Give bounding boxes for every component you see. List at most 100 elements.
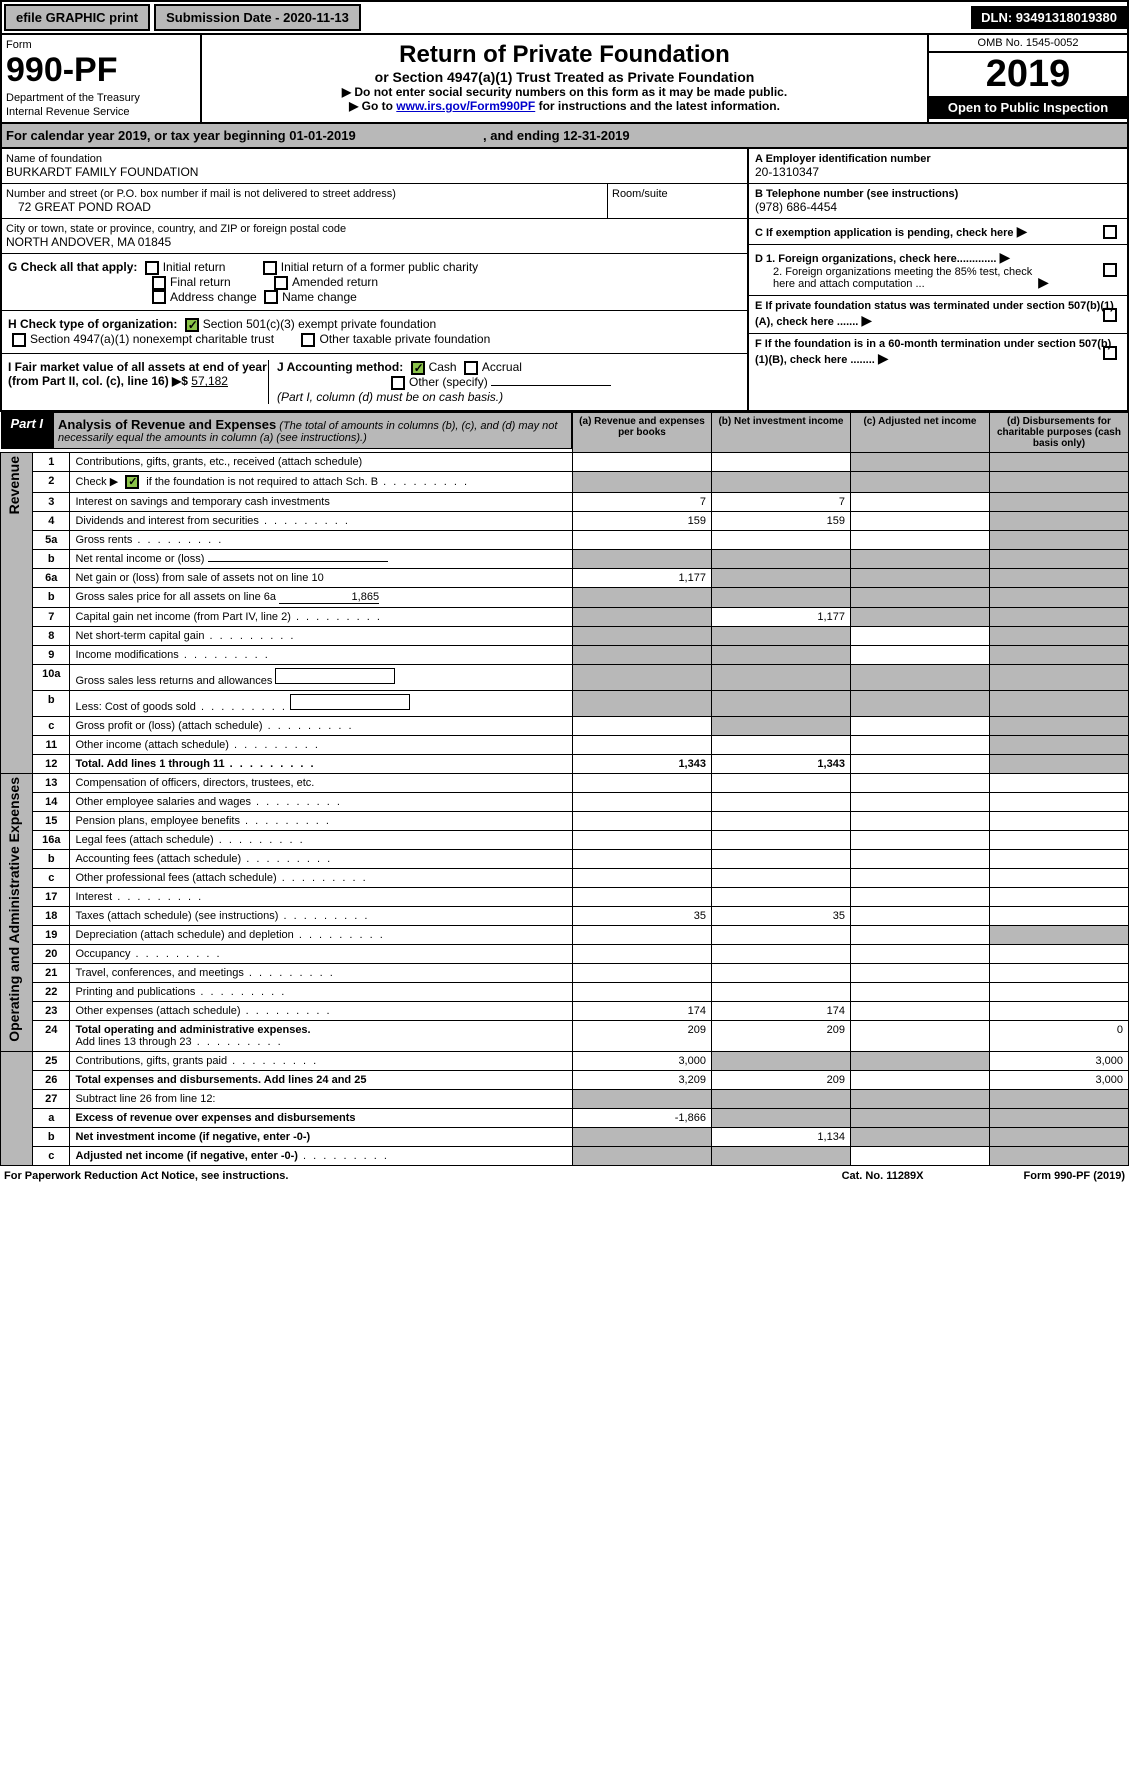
initial-return-checkbox[interactable] <box>145 261 159 275</box>
amended-return-checkbox[interactable] <box>274 276 288 290</box>
a-ein-label: A Employer identification number <box>755 153 931 165</box>
table-row: bNet investment income (if negative, ent… <box>1 1127 1129 1146</box>
name-change-checkbox[interactable] <box>264 290 278 304</box>
form-number: 990-PF <box>6 51 196 90</box>
page-footer: For Paperwork Reduction Act Notice, see … <box>0 1166 1129 1186</box>
dept-treasury: Department of the Treasury <box>6 92 196 104</box>
initial-former-checkbox[interactable] <box>263 261 277 275</box>
table-row: 3Interest on savings and temporary cash … <box>1 492 1129 511</box>
table-row: 24Total operating and administrative exp… <box>1 1020 1129 1051</box>
paperwork-notice: For Paperwork Reduction Act Notice, see … <box>4 1170 288 1182</box>
table-row: 21Travel, conferences, and meetings <box>1 963 1129 982</box>
efile-print-button[interactable]: efile GRAPHIC print <box>4 4 150 31</box>
address-value: 72 GREAT POND ROAD <box>6 200 603 214</box>
e-label: E If private foundation status was termi… <box>755 300 1114 328</box>
table-row: 11Other income (attach schedule) <box>1 735 1129 754</box>
cash-checkbox[interactable] <box>411 361 425 375</box>
f-label: F If the foundation is in a 60-month ter… <box>755 338 1111 366</box>
table-row: 4Dividends and interest from securities1… <box>1 511 1129 530</box>
table-row: 12Total. Add lines 1 through 111,3431,34… <box>1 754 1129 773</box>
info-grid: Name of foundation BURKARDT FAMILY FOUND… <box>0 149 1129 412</box>
table-row: 8Net short-term capital gain <box>1 626 1129 645</box>
table-row: 22Printing and publications <box>1 982 1129 1001</box>
final-return-checkbox[interactable] <box>152 276 166 290</box>
col-a-header: (a) Revenue and expenses per books <box>572 412 711 452</box>
city-label: City or town, state or province, country… <box>6 223 743 235</box>
address-change-checkbox[interactable] <box>152 290 166 304</box>
h-check-row: H Check type of organization: Section 50… <box>2 311 747 354</box>
table-row: 5aGross rents <box>1 530 1129 549</box>
table-row: cGross profit or (loss) (attach schedule… <box>1 716 1129 735</box>
omb-number: OMB No. 1545-0052 <box>929 35 1127 53</box>
city-value: NORTH ANDOVER, MA 01845 <box>6 235 743 249</box>
d2-label: 2. Foreign organizations meeting the 85%… <box>755 266 1035 290</box>
other-taxable-checkbox[interactable] <box>301 333 315 347</box>
other-method-checkbox[interactable] <box>391 376 405 390</box>
table-row: 18Taxes (attach schedule) (see instructi… <box>1 906 1129 925</box>
foundation-name: BURKARDT FAMILY FOUNDATION <box>6 165 743 179</box>
col-b-header: (b) Net investment income <box>711 412 850 452</box>
table-row: 26Total expenses and disbursements. Add … <box>1 1070 1129 1089</box>
calendar-year-row: For calendar year 2019, or tax year begi… <box>0 124 1129 149</box>
room-label: Room/suite <box>612 188 743 200</box>
table-row: 10aGross sales less returns and allowanc… <box>1 664 1129 690</box>
col-d-header: (d) Disbursements for charitable purpose… <box>989 412 1128 452</box>
g-check-row: G Check all that apply: Initial return I… <box>2 254 747 311</box>
irs-link[interactable]: www.irs.gov/Form990PF <box>396 99 535 113</box>
table-row: Revenue 1Contributions, gifts, grants, e… <box>1 452 1129 471</box>
c-checkbox[interactable] <box>1103 225 1117 239</box>
table-row: 2Check ▶ if the foundation is not requir… <box>1 471 1129 492</box>
table-row: 16aLegal fees (attach schedule) <box>1 830 1129 849</box>
table-row: 19Depreciation (attach schedule) and dep… <box>1 925 1129 944</box>
table-row: 14Other employee salaries and wages <box>1 792 1129 811</box>
501c3-checkbox[interactable] <box>185 318 199 332</box>
expenses-section-label: Operating and Administrative Expenses <box>6 777 22 1042</box>
j-note: (Part I, column (d) must be on cash basi… <box>277 390 503 404</box>
accrual-checkbox[interactable] <box>464 361 478 375</box>
part1-label: Part I <box>1 412 54 449</box>
form-label: Form <box>6 39 196 51</box>
table-row: Operating and Administrative Expenses 13… <box>1 773 1129 792</box>
address-label: Number and street (or P.O. box number if… <box>6 188 603 200</box>
table-row: 27Subtract line 26 from line 12: <box>1 1089 1129 1108</box>
table-row: 9Income modifications <box>1 645 1129 664</box>
d1-label: D 1. Foreign organizations, check here..… <box>755 253 996 265</box>
table-row: cOther professional fees (attach schedul… <box>1 868 1129 887</box>
tax-year: 2019 <box>929 53 1127 96</box>
dln-label: DLN: 93491318019380 <box>971 6 1127 29</box>
table-row: bLess: Cost of goods sold <box>1 690 1129 716</box>
table-row: aExcess of revenue over expenses and dis… <box>1 1108 1129 1127</box>
c-exemption-label: C If exemption application is pending, c… <box>755 227 1014 239</box>
table-row: 15Pension plans, employee benefits <box>1 811 1129 830</box>
fmv-value: 57,182 <box>191 374 228 388</box>
revenue-section-label: Revenue <box>6 456 22 514</box>
submission-date-button[interactable]: Submission Date - 2020-11-13 <box>154 4 361 31</box>
b-phone-label: B Telephone number (see instructions) <box>755 188 958 200</box>
table-row: 7Capital gain net income (from Part IV, … <box>1 607 1129 626</box>
f-checkbox[interactable] <box>1103 346 1117 360</box>
table-row: bNet rental income or (loss) <box>1 549 1129 568</box>
open-to-public: Open to Public Inspection <box>929 96 1127 119</box>
name-label: Name of foundation <box>6 153 743 165</box>
table-row: 23Other expenses (attach schedule)174174 <box>1 1001 1129 1020</box>
4947a1-checkbox[interactable] <box>12 333 26 347</box>
topbar: efile GRAPHIC print Submission Date - 20… <box>0 0 1129 35</box>
table-row: 6aNet gain or (loss) from sale of assets… <box>1 568 1129 587</box>
sch-b-checkbox[interactable] <box>125 475 139 489</box>
table-row: bGross sales price for all assets on lin… <box>1 587 1129 607</box>
d2-checkbox[interactable] <box>1103 263 1117 277</box>
table-row: bAccounting fees (attach schedule) <box>1 849 1129 868</box>
part1-title: Analysis of Revenue and Expenses <box>58 417 276 432</box>
part1-table: Part I Analysis of Revenue and Expenses … <box>0 412 1129 1166</box>
form-header: Form 990-PF Department of the Treasury I… <box>0 35 1129 124</box>
table-row: 25Contributions, gifts, grants paid3,000… <box>1 1051 1129 1070</box>
instruction-1: ▶ Do not enter social security numbers o… <box>208 85 921 99</box>
dept-irs: Internal Revenue Service <box>6 106 196 118</box>
table-row: cAdjusted net income (if negative, enter… <box>1 1146 1129 1165</box>
ein-value: 20-1310347 <box>755 165 819 179</box>
form-footer-label: Form 990-PF (2019) <box>1024 1170 1125 1182</box>
table-row: 20Occupancy <box>1 944 1129 963</box>
table-row: 17Interest <box>1 887 1129 906</box>
cat-number: Cat. No. 11289X <box>842 1170 924 1182</box>
e-checkbox[interactable] <box>1103 308 1117 322</box>
